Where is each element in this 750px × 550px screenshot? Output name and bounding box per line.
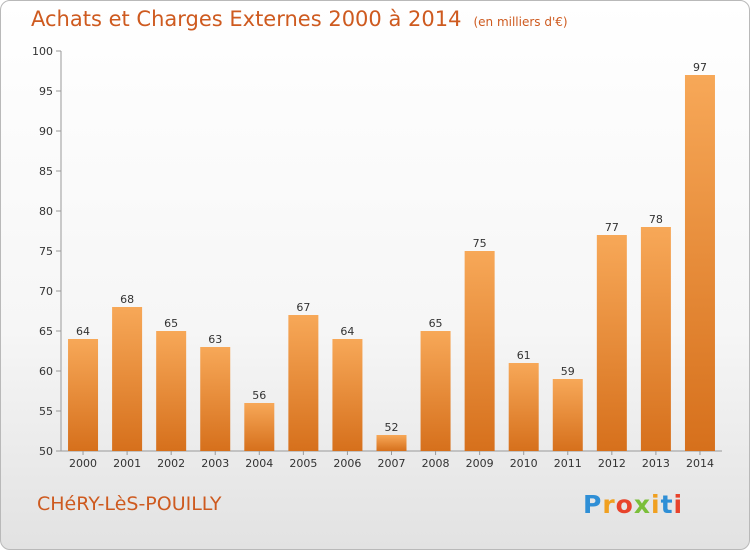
bar: [376, 435, 407, 451]
data-label: 65: [164, 317, 178, 330]
logo-letter: i: [651, 490, 661, 519]
bar: [420, 331, 451, 451]
data-label: 75: [473, 237, 487, 250]
y-tick-label: 90: [39, 125, 53, 138]
data-label: 64: [76, 325, 90, 338]
y-tick-label: 85: [39, 165, 53, 178]
x-tick-label: 2002: [157, 457, 185, 470]
data-label: 68: [120, 293, 134, 306]
logo-letter: P: [583, 490, 603, 519]
bar: [552, 379, 583, 451]
x-tick-label: 2005: [289, 457, 317, 470]
bar: [684, 75, 715, 451]
x-tick-label: 2009: [466, 457, 494, 470]
chart-title-text: Achats et Charges Externes 2000 à 2014: [31, 7, 462, 31]
y-tick-label: 95: [39, 85, 53, 98]
y-tick-label: 100: [32, 45, 53, 58]
y-tick-label: 50: [39, 445, 53, 458]
chart-subtitle: (en milliers d'€): [473, 15, 568, 29]
bar: [200, 347, 231, 451]
bar: [244, 403, 275, 451]
proxiti-logo[interactable]: Proxiti: [583, 490, 683, 519]
data-label: 52: [385, 421, 399, 434]
logo-letter: t: [660, 490, 674, 519]
data-label: 97: [693, 61, 707, 74]
x-tick-label: 2013: [642, 457, 670, 470]
x-tick-label: 2012: [598, 457, 626, 470]
x-tick-label: 2006: [333, 457, 361, 470]
bar: [68, 339, 99, 451]
bar: [288, 315, 319, 451]
y-tick-label: 80: [39, 205, 53, 218]
data-label: 56: [252, 389, 266, 402]
x-tick-label: 2010: [510, 457, 538, 470]
x-tick-label: 2001: [113, 457, 141, 470]
data-label: 78: [649, 213, 663, 226]
x-tick-label: 2003: [201, 457, 229, 470]
logo-letter: r: [602, 490, 616, 519]
chart-title: Achats et Charges Externes 2000 à 2014 (e…: [31, 7, 568, 31]
data-label: 67: [296, 301, 310, 314]
x-tick-label: 2000: [69, 457, 97, 470]
bar: [332, 339, 363, 451]
bar: [112, 307, 143, 451]
y-tick-label: 60: [39, 365, 53, 378]
y-tick-label: 55: [39, 405, 53, 418]
data-label: 65: [429, 317, 443, 330]
x-tick-label: 2011: [554, 457, 582, 470]
commune-name: CHéRY-LèS-POUILLY: [37, 493, 222, 515]
x-tick-label: 2007: [378, 457, 406, 470]
bar-layer: [68, 75, 715, 451]
bar: [156, 331, 187, 451]
logo-letter: x: [633, 490, 651, 519]
data-label: 59: [561, 365, 575, 378]
data-label: 77: [605, 221, 619, 234]
logo-letter: i: [673, 490, 684, 519]
bar: [508, 363, 539, 451]
data-label: 61: [517, 349, 531, 362]
bar: [640, 227, 671, 451]
x-tick-label: 2008: [422, 457, 450, 470]
bar: [464, 251, 495, 451]
label-layer: 64 68 65 63 56 67 64 52 65 75 61 59 77 78 97: [76, 61, 707, 434]
x-tick-label: 2004: [245, 457, 273, 470]
logo-letter: o: [615, 490, 634, 519]
y-tick-label: 65: [39, 325, 53, 338]
data-label: 63: [208, 333, 222, 346]
axis-layer: 50 55 60 65 70 75 80 85 90 95 100 2000 2001 2002 2003 2…: [32, 45, 722, 470]
x-tick-label: 2014: [686, 457, 714, 470]
bar: [596, 235, 627, 451]
y-tick-label: 70: [39, 285, 53, 298]
y-tick-label: 75: [39, 245, 53, 258]
data-label: 64: [340, 325, 354, 338]
